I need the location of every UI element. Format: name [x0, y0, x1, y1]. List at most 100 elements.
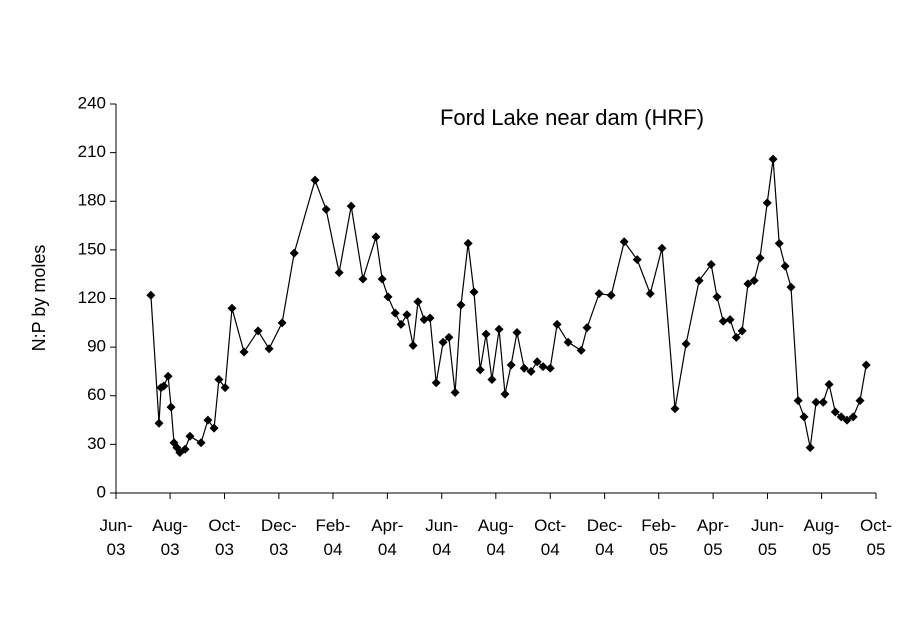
x-tick-label: Aug-04: [478, 516, 514, 559]
x-tick-label: Feb-04: [315, 516, 350, 559]
data-point: [576, 345, 586, 355]
data-point: [377, 274, 387, 284]
data-point: [632, 255, 642, 265]
data-point: [500, 389, 510, 399]
data-point: [811, 397, 821, 407]
data-point: [402, 310, 412, 320]
data-point: [475, 365, 485, 375]
data-point: [203, 415, 213, 425]
data-point: [310, 175, 320, 185]
data-point: [227, 303, 237, 313]
y-tick-label: 210: [78, 142, 106, 161]
data-point: [594, 289, 604, 299]
data-point: [842, 415, 852, 425]
y-tick-label: 90: [87, 337, 106, 356]
data-point: [731, 332, 741, 342]
data-point: [487, 375, 497, 385]
data-point: [264, 344, 274, 354]
data-point: [396, 319, 406, 329]
x-tick-label: Oct-03: [208, 516, 240, 559]
data-point: [706, 259, 716, 269]
data-point: [712, 292, 722, 302]
data-point: [737, 326, 747, 336]
y-tick-label: 30: [87, 434, 106, 453]
data-point: [431, 378, 441, 388]
data-point: [334, 268, 344, 278]
data-point: [481, 329, 491, 339]
data-point: [450, 388, 460, 398]
data-point: [321, 204, 331, 214]
y-tick-label: 120: [78, 288, 106, 307]
data-point: [289, 248, 299, 258]
data-point: [725, 315, 735, 325]
data-line: [150, 159, 867, 454]
data-point: [214, 375, 224, 385]
data-point: [755, 253, 765, 263]
data-point: [768, 154, 778, 164]
data-point: [425, 313, 435, 323]
data-point: [408, 341, 418, 351]
y-tick-label: 240: [78, 93, 106, 112]
y-tick-label: 180: [78, 191, 106, 210]
data-point: [209, 423, 219, 433]
x-tick-label: Aug-05: [804, 516, 840, 559]
data-point: [463, 238, 473, 248]
data-point: [780, 261, 790, 271]
data-point: [383, 292, 393, 302]
x-tick-label: Oct-04: [534, 516, 566, 559]
data-point: [793, 396, 803, 406]
x-tick-label: Dec-04: [587, 516, 623, 559]
x-tick-label: Jun-04: [425, 516, 458, 559]
data-point: [413, 297, 423, 307]
data-point: [799, 412, 809, 422]
data-point: [657, 243, 667, 253]
data-point: [538, 362, 548, 372]
x-tick-label: Jun-05: [751, 516, 784, 559]
y-tick-label: 60: [87, 385, 106, 404]
data-point: [563, 337, 573, 347]
data-point: [253, 326, 263, 336]
data-point: [180, 444, 190, 454]
data-point: [220, 383, 230, 393]
data-point: [855, 396, 865, 406]
x-tick-label: Apr-05: [697, 516, 729, 559]
data-point: [277, 318, 287, 328]
data-point: [532, 357, 542, 367]
x-tick-label: Dec-03: [261, 516, 297, 559]
x-tick-label: Jun-03: [99, 516, 132, 559]
data-point: [743, 279, 753, 289]
data-point: [824, 379, 834, 389]
data-point: [519, 363, 529, 373]
x-tick-label: Aug-03: [152, 516, 188, 559]
data-point: [185, 431, 195, 441]
data-point: [159, 381, 169, 391]
data-point: [371, 232, 381, 242]
data-point: [346, 201, 356, 211]
x-tick-label: Apr-04: [371, 516, 403, 559]
data-point: [670, 404, 680, 414]
y-axis-label: N:P by moles: [29, 245, 49, 352]
data-point: [154, 418, 164, 428]
data-point: [645, 289, 655, 299]
data-point: [818, 397, 828, 407]
y-tick-label: 150: [78, 239, 106, 258]
data-point: [606, 290, 616, 300]
data-point: [552, 319, 562, 329]
chart-title: Ford Lake near dam (HRF): [440, 105, 704, 130]
data-point: [526, 366, 536, 376]
data-point: [163, 371, 173, 381]
data-point: [681, 339, 691, 349]
data-point: [836, 412, 846, 422]
data-point: [196, 438, 206, 448]
data-point: [861, 360, 871, 370]
data-point: [166, 402, 176, 412]
y-tick-label: 0: [97, 482, 106, 501]
data-point: [512, 328, 522, 338]
data-point: [582, 323, 592, 333]
data-point: [444, 332, 454, 342]
data-point: [749, 276, 759, 286]
data-point: [469, 287, 479, 297]
data-point: [146, 290, 156, 300]
x-tick-label: Oct-05: [860, 516, 892, 559]
